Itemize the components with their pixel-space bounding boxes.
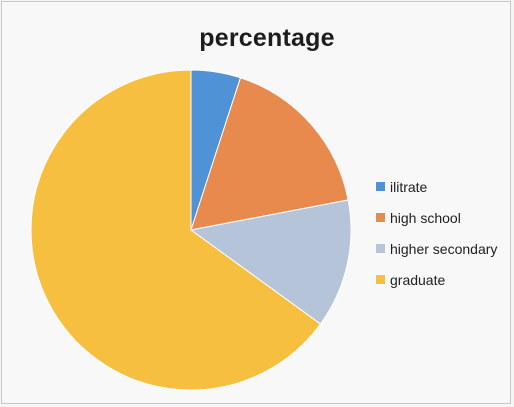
legend-swatch	[376, 275, 385, 284]
chart-title: percentage	[199, 24, 335, 52]
chart-legend: ilitrate high school higher secondary gr…	[376, 176, 497, 300]
pie-slice-higher-secondary	[189, 199, 352, 325]
legend-item-higher-secondary: higher secondary	[376, 238, 497, 259]
legend-label: graduate	[390, 271, 446, 288]
legend-item-high-school: high school	[376, 207, 497, 228]
legend-label: high school	[390, 209, 461, 226]
legend-item-ilitrate: ilitrate	[376, 176, 497, 197]
legend-label: ilitrate	[390, 178, 428, 195]
legend-item-graduate: graduate	[376, 269, 497, 290]
pie-slice-high-school	[190, 77, 349, 231]
legend-swatch	[376, 182, 385, 191]
legend-swatch	[376, 244, 385, 253]
legend-label: higher secondary	[390, 240, 498, 257]
pie-slice-graduate	[30, 69, 322, 391]
legend-swatch	[376, 213, 385, 222]
